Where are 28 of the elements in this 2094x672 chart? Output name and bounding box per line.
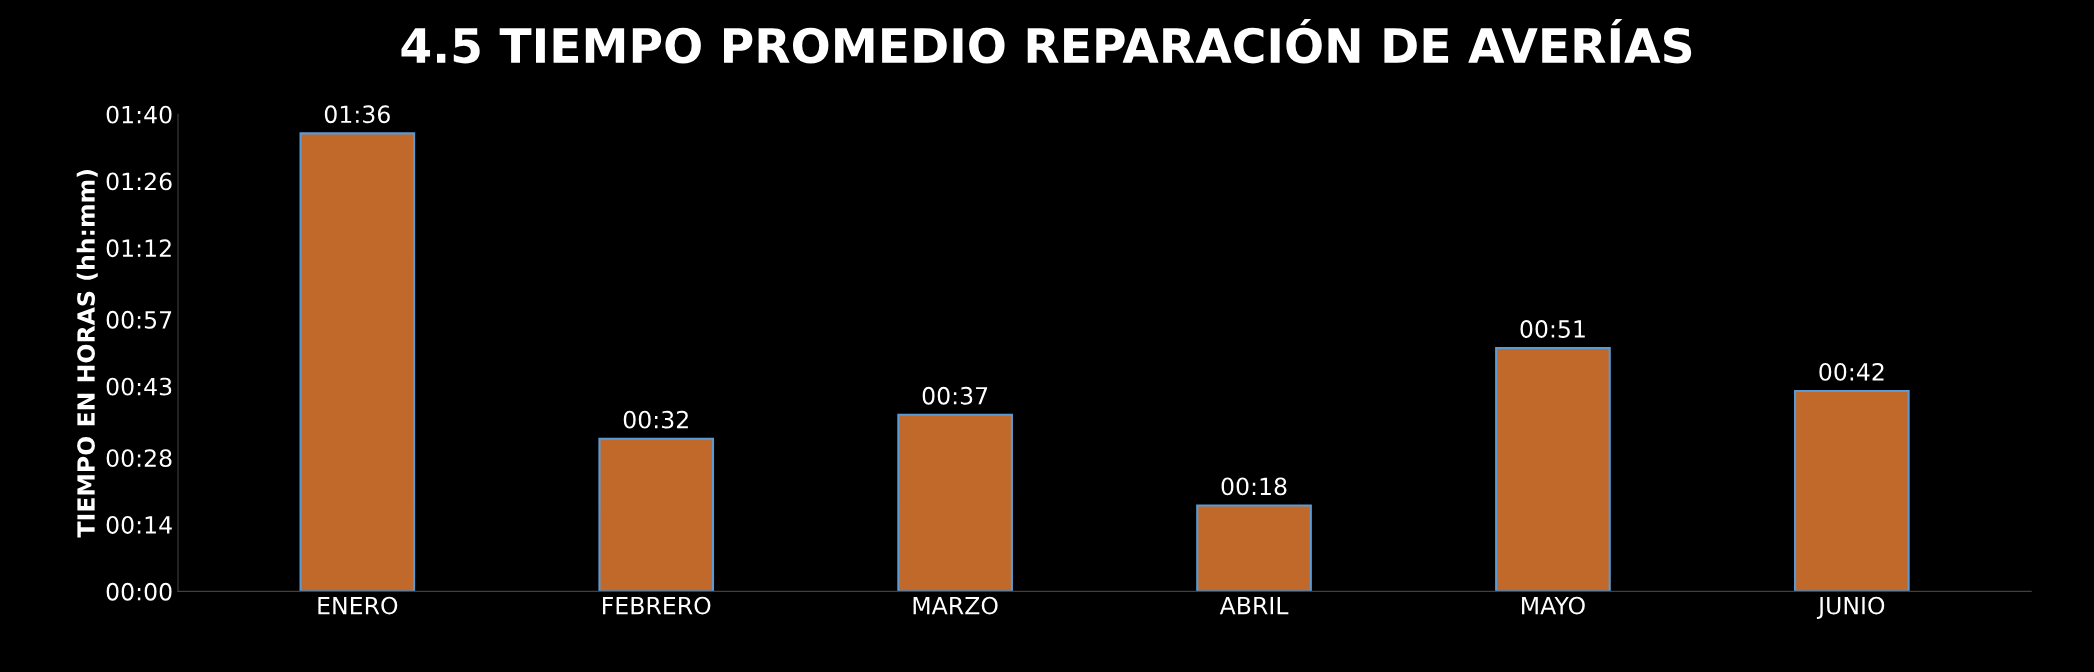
x-tick-label: MAYO [1522, 596, 1585, 615]
y-tick-label: 00:57 [106, 310, 172, 329]
y-axis-title: TIEMPO EN HORAS (hh:mm) [76, 170, 98, 538]
x-tick-label: ABRIL [1219, 596, 1289, 615]
y-tick-label: 00:28 [106, 449, 172, 468]
data-label: 00:51 [1520, 320, 1585, 338]
y-tick-label: 00:43 [106, 377, 172, 396]
data-label: 00:32 [623, 410, 688, 429]
x-tick-label: FEBRERO [603, 596, 711, 615]
y-tick-label: 00:14 [106, 516, 172, 534]
y-tick-label: 01:40 [106, 105, 172, 124]
bar [897, 413, 1013, 592]
y-tick-label: 01:26 [106, 172, 172, 191]
data-label: 00:42 [1819, 362, 1884, 381]
y-tick-label: 00:00 [106, 582, 172, 601]
data-label: 01:36 [324, 105, 390, 124]
data-label: 00:37 [922, 386, 988, 405]
x-tick-label: MARZO [913, 596, 998, 615]
bar [598, 437, 715, 592]
bar [299, 132, 416, 592]
bar [1495, 346, 1611, 592]
y-tick-label: 01:12 [106, 239, 171, 258]
x-tick-label: JUNIO [1816, 596, 1885, 619]
chart-title: 4.5 TIEMPO PROMEDIO REPARACIÓN DE AVERÍAS [401, 19, 1692, 64]
bar [1196, 504, 1312, 592]
data-label: 00:18 [1221, 477, 1287, 496]
x-tick-label: ENERO [318, 596, 398, 615]
bar [1794, 389, 1910, 592]
